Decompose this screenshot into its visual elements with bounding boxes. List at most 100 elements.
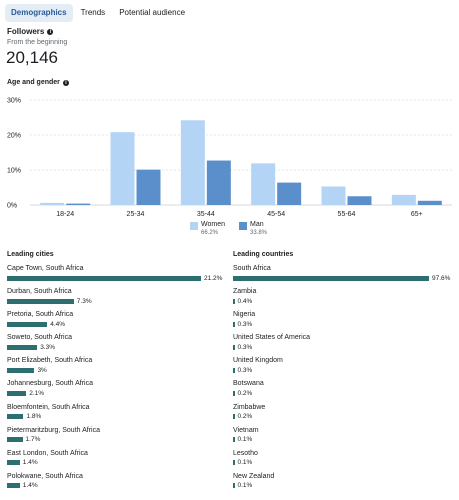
list-item-bar-row: 2.1% <box>7 389 229 397</box>
list-item-bar <box>233 460 235 466</box>
list-item-bar-row: 0.1% <box>233 482 455 490</box>
leading-countries-list: South Africa 97.6% Zambia 0.4% Nigeria 0.3% Un… <box>233 265 455 496</box>
info-icon[interactable]: i <box>47 28 54 35</box>
list-item-percent: 21.2% <box>204 274 223 282</box>
list-item-bar-row: 0.2% <box>233 389 455 397</box>
list-item: Cape Town, South Africa 21.2% <box>7 265 229 288</box>
list-item-bar-row: 21.2% <box>7 274 229 282</box>
list-item-bar-row: 1.4% <box>7 482 229 490</box>
list-item-label: Vietnam <box>233 426 259 434</box>
followers-heading: Followers i <box>7 27 54 36</box>
list-item-percent: 97.6% <box>432 274 451 282</box>
list-item-percent: 1.4% <box>22 482 38 490</box>
x-tick-label: 65+ <box>411 211 423 218</box>
list-item-label: United States of America <box>233 334 311 342</box>
bar-women <box>321 186 346 205</box>
list-item-percent: 2.1% <box>29 389 45 397</box>
list-item-label: New Zealand <box>233 472 275 480</box>
tab-bar: Demographics Trends Potential audience <box>5 4 191 22</box>
list-item-percent: 0.1% <box>237 482 253 490</box>
leading-cities-title: Leading cities <box>7 251 54 258</box>
legend-percent: 33.8% <box>250 230 268 236</box>
list-item: South Africa 97.6% <box>233 265 455 288</box>
bar-man <box>66 203 91 205</box>
list-item-bar-row: 0.3% <box>233 343 455 351</box>
list-item-percent: 0.3% <box>237 320 253 328</box>
list-item: New Zealand 0.1% <box>233 473 455 496</box>
list-item: Bloemfontein, South Africa 1.8% <box>7 404 229 427</box>
list-item: Zambia 0.4% <box>233 288 455 311</box>
bar-man <box>206 160 231 205</box>
list-item-label: Polokwane, South Africa <box>7 472 83 480</box>
list-item-bar <box>233 437 235 443</box>
leading-cities-list: Cape Town, South Africa 21.2% Durban, Sout… <box>7 265 229 496</box>
list-item-label: Nigeria <box>233 311 256 319</box>
list-item-label: Durban, South Africa <box>7 288 72 296</box>
list-item-bar-row: 1.8% <box>7 413 229 421</box>
list-item: Botswana 0.2% <box>233 380 455 403</box>
x-tick-label: 35-44 <box>197 211 215 218</box>
list-item-label: Zambia <box>233 288 257 296</box>
list-item-bar <box>233 321 235 327</box>
list-item-label: Bloemfontein, South Africa <box>7 403 90 411</box>
list-item-bar <box>233 298 235 304</box>
list-item: United States of America 0.3% <box>233 334 455 357</box>
list-item-bar-row: 3% <box>7 366 229 374</box>
legend-swatch-women <box>190 222 198 230</box>
bar-women <box>110 132 135 205</box>
age-gender-title: Age and gender <box>7 79 60 86</box>
list-item-percent: 1.4% <box>22 459 38 467</box>
list-item-label: Cape Town, South Africa <box>7 265 84 272</box>
x-tick-label: 18-24 <box>56 211 74 218</box>
list-item: Durban, South Africa 7.3% <box>7 288 229 311</box>
y-tick-label: 10% <box>7 168 21 175</box>
list-item-bar <box>7 344 38 350</box>
list-item: Pietermaritzburg, South Africa 1.7% <box>7 427 229 450</box>
age-gender-heading: Age and gender i <box>7 79 69 86</box>
list-item-label: Lesotho <box>233 449 258 457</box>
info-icon[interactable]: i <box>62 79 69 86</box>
list-item-bar <box>7 390 27 396</box>
bar-women <box>391 194 416 205</box>
legend-swatch-man <box>239 222 247 230</box>
list-item-label: United Kingdom <box>233 357 283 365</box>
list-item-percent: 1.7% <box>25 436 41 444</box>
list-item-label: East London, South Africa <box>7 449 88 457</box>
y-tick-label: 0% <box>7 203 17 210</box>
list-item-label: Zimbabwe <box>233 403 266 411</box>
tab-demographics[interactable]: Demographics <box>5 4 73 22</box>
list-item-bar-row: 0.2% <box>233 413 455 421</box>
list-item-bar-row: 97.6% <box>233 274 455 282</box>
list-item-label: South Africa <box>233 265 271 272</box>
legend-label: Women <box>201 221 225 228</box>
list-item-percent: 0.2% <box>237 389 253 397</box>
chart-legend: Women 66.2% Man 33.8% <box>190 221 267 236</box>
list-item-label: Pretoria, South Africa <box>7 311 74 319</box>
bar-women <box>251 163 276 205</box>
age-gender-chart: 30% 20% 10% 0% 18-24 25-34 35-44 45-54 55-64 65+ <box>7 98 452 218</box>
list-item-percent: 0.3% <box>237 366 253 374</box>
list-item-bar <box>233 344 235 350</box>
list-item-bar <box>7 367 35 373</box>
bar-man <box>277 182 302 205</box>
list-item-bar-row: 1.4% <box>7 459 229 467</box>
list-item-bar <box>7 483 20 489</box>
tab-potential-audience[interactable]: Potential audience <box>119 8 186 17</box>
list-item-bar <box>233 275 429 281</box>
legend-label: Man <box>250 221 264 228</box>
list-item: Pretoria, South Africa 4.4% <box>7 311 229 334</box>
leading-countries-title: Leading countries <box>233 251 294 258</box>
list-item-bar-row: 3.3% <box>7 343 229 351</box>
list-item: Soweto, South Africa 3.3% <box>7 334 229 357</box>
list-item: Zimbabwe 0.2% <box>233 404 455 427</box>
list-item-bar-row: 1.7% <box>7 436 229 444</box>
list-item-percent: 3% <box>37 366 47 374</box>
list-item-bar <box>233 414 235 420</box>
list-item: East London, South Africa 1.4% <box>7 450 229 473</box>
followers-count: 20,146 <box>6 48 58 67</box>
list-item-label: Pietermaritzburg, South Africa <box>7 426 100 434</box>
followers-subtitle: From the beginning <box>7 39 68 46</box>
legend-item-women: Women 66.2% <box>190 221 225 236</box>
tab-trends[interactable]: Trends <box>80 8 106 17</box>
list-item-label: Johannesburg, South Africa <box>7 380 94 388</box>
